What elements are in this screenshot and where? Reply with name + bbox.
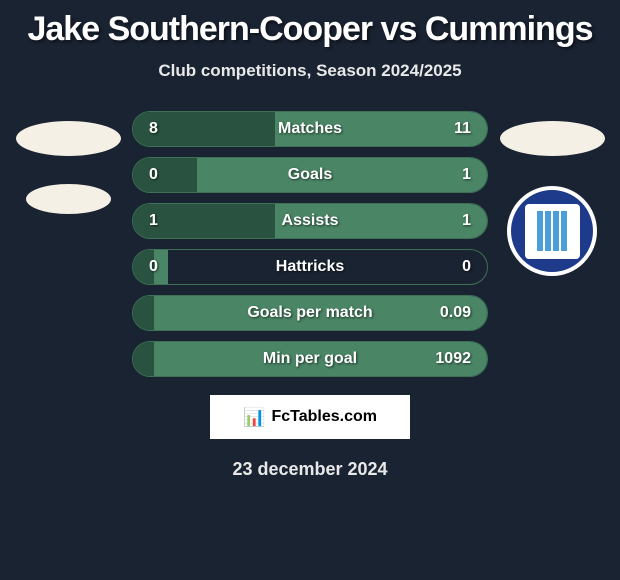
stat-right-value: 1092 [435, 350, 471, 368]
stat-left-value: 0 [149, 258, 158, 276]
watermark: 📊 FcTables.com [210, 395, 410, 439]
stat-bar-matches: 8 Matches 11 [132, 111, 488, 147]
stat-label: Assists [282, 212, 339, 230]
stat-bar-min-per-goal: Min per goal 1092 [132, 341, 488, 377]
stats-bars: 8Matches110Goals11Assists10Hattricks0Goa… [128, 111, 492, 377]
stat-bar-goals-per-match: Goals per match 0.09 [132, 295, 488, 331]
stat-label: Matches [278, 120, 342, 138]
bar-dark-segment [133, 296, 154, 330]
badge-stripes [537, 211, 567, 251]
bar-dark-segment [133, 158, 197, 192]
player2-club-badge [507, 186, 597, 276]
stat-bar-hattricks: 0 Hattricks 0 [132, 249, 488, 285]
page-title: Jake Southern-Cooper vs Cummings [0, 10, 620, 49]
player2-avatar [500, 121, 605, 156]
chart-icon: 📊 [243, 407, 265, 428]
stat-bar-assists: 1 Assists 1 [132, 203, 488, 239]
stat-label: Hattricks [276, 258, 344, 276]
player1-side [8, 111, 128, 214]
bar-light-segment [197, 158, 487, 192]
stat-right-value: 0.09 [440, 304, 471, 322]
watermark-text: FcTables.com [271, 408, 377, 426]
badge-inner [525, 204, 580, 259]
player2-side [492, 111, 612, 276]
stat-right-value: 1 [462, 212, 471, 230]
player1-club-placeholder [26, 184, 111, 214]
stat-left-value: 0 [149, 166, 158, 184]
bar-dark-segment [133, 342, 154, 376]
stat-label: Goals per match [247, 304, 372, 322]
stat-label: Min per goal [263, 350, 357, 368]
stat-label: Goals [288, 166, 332, 184]
stat-right-value: 11 [454, 120, 471, 138]
stats-area: 8Matches110Goals11Assists10Hattricks0Goa… [0, 111, 620, 377]
subtitle: Club competitions, Season 2024/2025 [0, 61, 620, 81]
stat-left-value: 8 [149, 120, 158, 138]
stat-bar-goals: 0 Goals 1 [132, 157, 488, 193]
player1-avatar [16, 121, 121, 156]
date-text: 23 december 2024 [0, 459, 620, 480]
stat-right-value: 1 [462, 166, 471, 184]
stat-left-value: 1 [149, 212, 158, 230]
stat-right-value: 0 [462, 258, 471, 276]
